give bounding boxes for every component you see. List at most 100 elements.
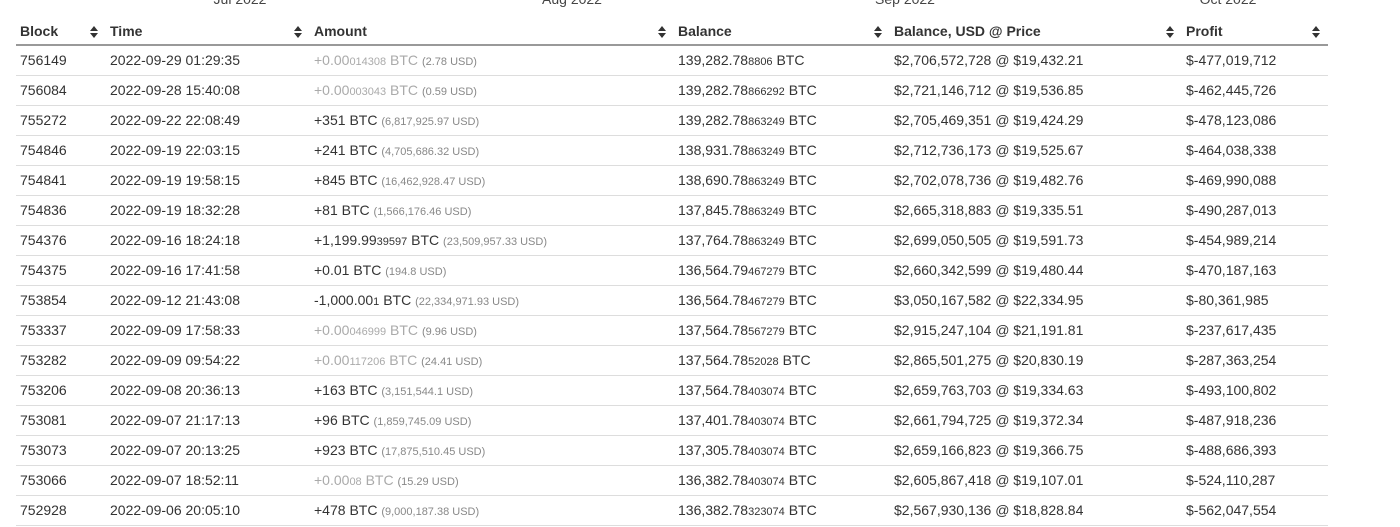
timestamp: 2022-09-07 18:52:11 <box>110 472 239 488</box>
amount-cell: +81 BTC (1,566,176.46 USD) <box>314 196 471 227</box>
profit: $-470,187,163 <box>1186 262 1277 278</box>
block-number[interactable]: 753337 <box>20 322 67 338</box>
block-cell: 754375 <box>20 256 67 285</box>
sort-icon[interactable] <box>90 26 98 38</box>
amount-small: 117206 <box>349 356 386 368</box>
balance-main: 136,382.78 <box>678 472 749 488</box>
sort-icon[interactable] <box>874 26 882 38</box>
amount-cell: +163 BTC (3,151,544.1 USD) <box>314 376 473 407</box>
profit: $-469,990,088 <box>1186 172 1277 188</box>
balance-cell: 136,382.78323074 BTC <box>678 496 817 527</box>
balance-main: 137,845.78 <box>678 202 749 218</box>
balance-cell: 138,931.78863249 BTC <box>678 136 817 167</box>
table-row: 755272 2022-09-22 22:08:49 +351 BTC (6,817… <box>16 106 1328 136</box>
time-cell: 2022-09-07 20:13:25 <box>110 436 240 465</box>
balance-usd-cell: $2,660,342,599 @ $19,480.44 <box>894 256 1083 285</box>
amount-usd: (4,705,686.32 USD) <box>381 146 480 158</box>
balance-usd-cell: $2,661,794,725 @ $19,372.34 <box>894 406 1083 435</box>
balance-cell: 136,564.79467279 BTC <box>678 256 817 287</box>
table-row: 753066 2022-09-07 18:52:11 +0.0008 BTC (15… <box>16 466 1328 496</box>
balance-usd: $2,660,342,599 @ $19,480.44 <box>894 262 1084 278</box>
block-number[interactable]: 754376 <box>20 232 67 248</box>
amount-cell: +1,199.9939597 BTC (23,509,957.33 USD) <box>314 226 547 257</box>
balance-unit: BTC <box>788 82 817 98</box>
block-number[interactable]: 755272 <box>20 112 67 128</box>
time-cell: 2022-09-07 21:17:13 <box>110 406 240 435</box>
block-number[interactable]: 753081 <box>20 412 67 428</box>
amount-usd: (23,509,957.33 USD) <box>443 236 547 248</box>
balance-small: 863249 <box>748 176 785 188</box>
block-number[interactable]: 752928 <box>20 502 67 518</box>
amount-usd: (2.78 USD) <box>421 56 477 68</box>
table-row: 752928 2022-09-06 20:05:10 +478 BTC (9,000… <box>16 496 1328 526</box>
balance-usd-cell: $2,712,736,173 @ $19,525.67 <box>894 136 1083 165</box>
block-number[interactable]: 754375 <box>20 262 67 278</box>
column-header[interactable]: Balance, USD @ Price <box>894 23 1041 39</box>
timestamp: 2022-09-19 19:58:15 <box>110 172 240 188</box>
timestamp: 2022-09-09 09:54:22 <box>110 352 240 368</box>
block-number[interactable]: 753282 <box>20 352 67 368</box>
timestamp: 2022-09-28 15:40:08 <box>110 82 240 98</box>
balance-usd: $2,567,930,136 @ $18,828.84 <box>894 502 1084 518</box>
column-header[interactable]: Amount <box>314 23 367 39</box>
sort-icon[interactable] <box>1166 26 1174 38</box>
balance-usd-cell: $2,865,501,275 @ $20,830.19 <box>894 346 1083 375</box>
amount-unit: BTC <box>383 292 412 308</box>
balance-main: 136,564.78 <box>678 292 749 308</box>
timestamp: 2022-09-07 20:13:25 <box>110 442 240 458</box>
timestamp: 2022-09-07 21:17:13 <box>110 412 240 428</box>
amount-cell: +845 BTC (16,462,928.47 USD) <box>314 166 485 197</box>
block-number[interactable]: 754836 <box>20 202 67 218</box>
block-cell: 753081 <box>20 406 67 435</box>
block-number[interactable]: 753206 <box>20 382 67 398</box>
time-cell: 2022-09-08 20:36:13 <box>110 376 240 405</box>
block-number[interactable]: 753854 <box>20 292 67 308</box>
block-cell: 753282 <box>20 346 67 375</box>
block-number[interactable]: 754841 <box>20 172 67 188</box>
balance-small: 403074 <box>748 416 785 428</box>
amount-main: +845 <box>314 172 346 188</box>
header-row: Block Time Amount Balance Balance, USD @ Pri… <box>16 16 1328 46</box>
balance-usd-cell: $2,721,146,712 @ $19,536.85 <box>894 76 1083 105</box>
transactions-table: Block Time Amount Balance Balance, USD @ Pri… <box>16 16 1328 526</box>
profit: $-488,686,393 <box>1186 442 1277 458</box>
block-number[interactable]: 756084 <box>20 82 67 98</box>
sort-icon[interactable] <box>294 26 302 38</box>
amount-usd: (0.59 USD) <box>421 86 477 98</box>
time-cell: 2022-09-06 20:05:10 <box>110 496 240 525</box>
balance-small: 863249 <box>748 236 785 248</box>
profit-cell: $-462,445,726 <box>1186 76 1276 105</box>
timestamp: 2022-09-09 17:58:33 <box>110 322 240 338</box>
profit: $-80,361,985 <box>1186 292 1269 308</box>
block-number[interactable]: 756149 <box>20 52 67 68</box>
time-cell: 2022-09-16 17:41:58 <box>110 256 240 285</box>
profit-cell: $-454,989,214 <box>1186 226 1276 255</box>
time-cell: 2022-09-16 18:24:18 <box>110 226 240 255</box>
column-header[interactable]: Block <box>20 23 59 39</box>
profit-cell: $-478,123,086 <box>1186 106 1276 135</box>
profit: $-478,123,086 <box>1186 112 1277 128</box>
profit-cell: $-237,617,435 <box>1186 316 1276 345</box>
column-header[interactable]: Time <box>110 23 143 39</box>
timeline-label: Oct 2022 <box>1200 0 1257 7</box>
block-number[interactable]: 754846 <box>20 142 67 158</box>
amount-unit: BTC <box>349 502 378 518</box>
block-number[interactable]: 753066 <box>20 472 67 488</box>
amount-cell: +0.00014308 BTC (2.78 USD) <box>314 46 477 77</box>
block-cell: 755272 <box>20 106 67 135</box>
page: {"timeline_labels": ["Jul 2022", "Aug 20… <box>16 0 1328 526</box>
balance-small: 467279 <box>748 266 785 278</box>
table-row: 754376 2022-09-16 18:24:18 +1,199.9939597 … <box>16 226 1328 256</box>
column-header[interactable]: Profit <box>1186 23 1223 39</box>
profit: $-462,445,726 <box>1186 82 1277 98</box>
block-cell: 756084 <box>20 76 67 105</box>
sort-icon[interactable] <box>1312 26 1320 38</box>
column-header[interactable]: Balance <box>678 23 732 39</box>
balance-main: 139,282.78 <box>678 82 749 98</box>
timestamp: 2022-09-08 20:36:13 <box>110 382 240 398</box>
block-cell: 754836 <box>20 196 67 225</box>
block-number[interactable]: 753073 <box>20 442 67 458</box>
amount-unit: BTC <box>353 262 382 278</box>
sort-icon[interactable] <box>658 26 666 38</box>
profit: $-493,100,802 <box>1186 382 1277 398</box>
